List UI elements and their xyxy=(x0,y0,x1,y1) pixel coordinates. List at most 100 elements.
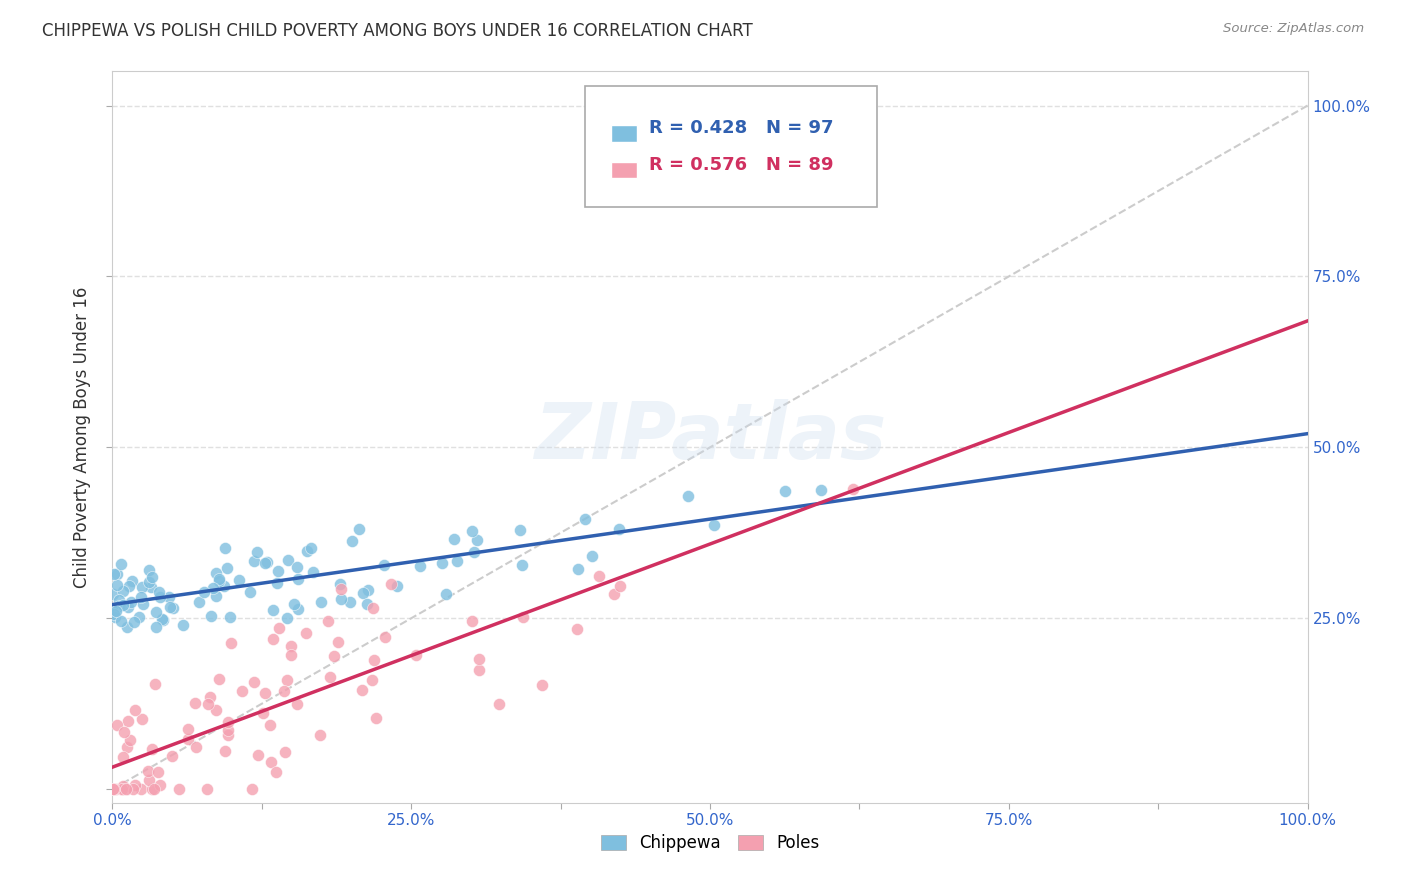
Point xyxy=(105,717,128,731)
Point xyxy=(142,782,165,797)
Point xyxy=(112,725,135,739)
FancyBboxPatch shape xyxy=(585,86,877,207)
Point xyxy=(273,683,295,698)
Point xyxy=(609,578,631,592)
Point xyxy=(131,580,153,594)
Point xyxy=(467,533,489,548)
Point xyxy=(773,483,796,498)
Point xyxy=(108,593,131,607)
Point xyxy=(104,609,127,624)
Text: Source: ZipAtlas.com: Source: ZipAtlas.com xyxy=(1223,22,1364,36)
Point xyxy=(138,563,160,577)
Point xyxy=(247,747,270,762)
Point xyxy=(446,554,468,568)
Point xyxy=(217,715,239,730)
Point xyxy=(136,764,159,778)
Point xyxy=(201,581,224,595)
Text: R = 0.576   N = 89: R = 0.576 N = 89 xyxy=(650,156,834,174)
Point xyxy=(208,672,231,686)
Point xyxy=(405,648,427,662)
Point xyxy=(131,591,153,605)
Point xyxy=(103,567,125,582)
Point xyxy=(184,696,207,710)
Point xyxy=(460,524,482,538)
Point xyxy=(287,602,309,616)
Point xyxy=(117,620,139,634)
Point xyxy=(356,597,378,611)
Point xyxy=(110,558,132,572)
Point xyxy=(326,634,349,648)
Point xyxy=(461,614,484,628)
Point xyxy=(607,522,630,536)
Point xyxy=(204,566,226,580)
Point xyxy=(434,587,457,601)
Point xyxy=(231,684,253,698)
Text: CHIPPEWA VS POLISH CHILD POVERTY AMONG BOYS UNDER 16 CORRELATION CHART: CHIPPEWA VS POLISH CHILD POVERTY AMONG B… xyxy=(42,22,754,40)
Point xyxy=(361,600,384,615)
Point xyxy=(157,590,180,604)
Point xyxy=(124,778,146,792)
Point xyxy=(146,765,169,780)
Point xyxy=(329,591,352,606)
Point xyxy=(352,586,374,600)
Point xyxy=(276,673,298,687)
Point xyxy=(380,577,402,591)
Point xyxy=(366,711,388,725)
Point xyxy=(212,578,235,592)
Point xyxy=(217,561,239,575)
Point xyxy=(373,558,395,572)
Point xyxy=(118,732,141,747)
Point xyxy=(256,555,278,569)
Point xyxy=(143,677,166,691)
Point xyxy=(273,745,295,759)
Point xyxy=(243,554,266,568)
Point xyxy=(510,558,533,572)
Point xyxy=(295,544,318,558)
Point xyxy=(287,572,309,586)
Point xyxy=(432,556,454,570)
Point xyxy=(340,533,363,548)
Point xyxy=(197,782,219,797)
Point xyxy=(361,673,384,687)
Point xyxy=(252,706,274,720)
Point xyxy=(409,559,432,574)
Point xyxy=(280,648,302,662)
Point xyxy=(121,574,143,589)
Point xyxy=(602,587,624,601)
Point xyxy=(128,610,150,624)
FancyBboxPatch shape xyxy=(610,126,637,142)
Point xyxy=(177,722,200,736)
Point xyxy=(145,620,167,634)
Point xyxy=(150,612,173,626)
Point xyxy=(339,595,361,609)
Point xyxy=(101,782,124,797)
Point xyxy=(260,756,283,770)
Point xyxy=(167,782,190,797)
Point xyxy=(152,613,174,627)
Point xyxy=(111,749,134,764)
Point xyxy=(259,717,281,731)
Point xyxy=(112,584,135,599)
Point xyxy=(112,780,135,794)
Point xyxy=(159,599,181,614)
Point xyxy=(110,782,132,797)
Point xyxy=(329,576,352,591)
Point xyxy=(103,607,125,622)
Point xyxy=(323,648,346,663)
Point xyxy=(141,741,163,756)
Point xyxy=(110,615,132,629)
Point xyxy=(363,653,385,667)
Point xyxy=(105,782,128,797)
Point xyxy=(347,522,370,536)
Point xyxy=(276,611,298,625)
Point xyxy=(101,587,124,601)
Point xyxy=(509,524,531,538)
Point xyxy=(319,670,342,684)
Point xyxy=(141,782,163,797)
Point xyxy=(676,489,699,503)
Point xyxy=(217,723,239,738)
Point xyxy=(129,782,152,797)
Point xyxy=(463,545,485,559)
Point xyxy=(214,541,236,555)
Point xyxy=(246,544,269,558)
